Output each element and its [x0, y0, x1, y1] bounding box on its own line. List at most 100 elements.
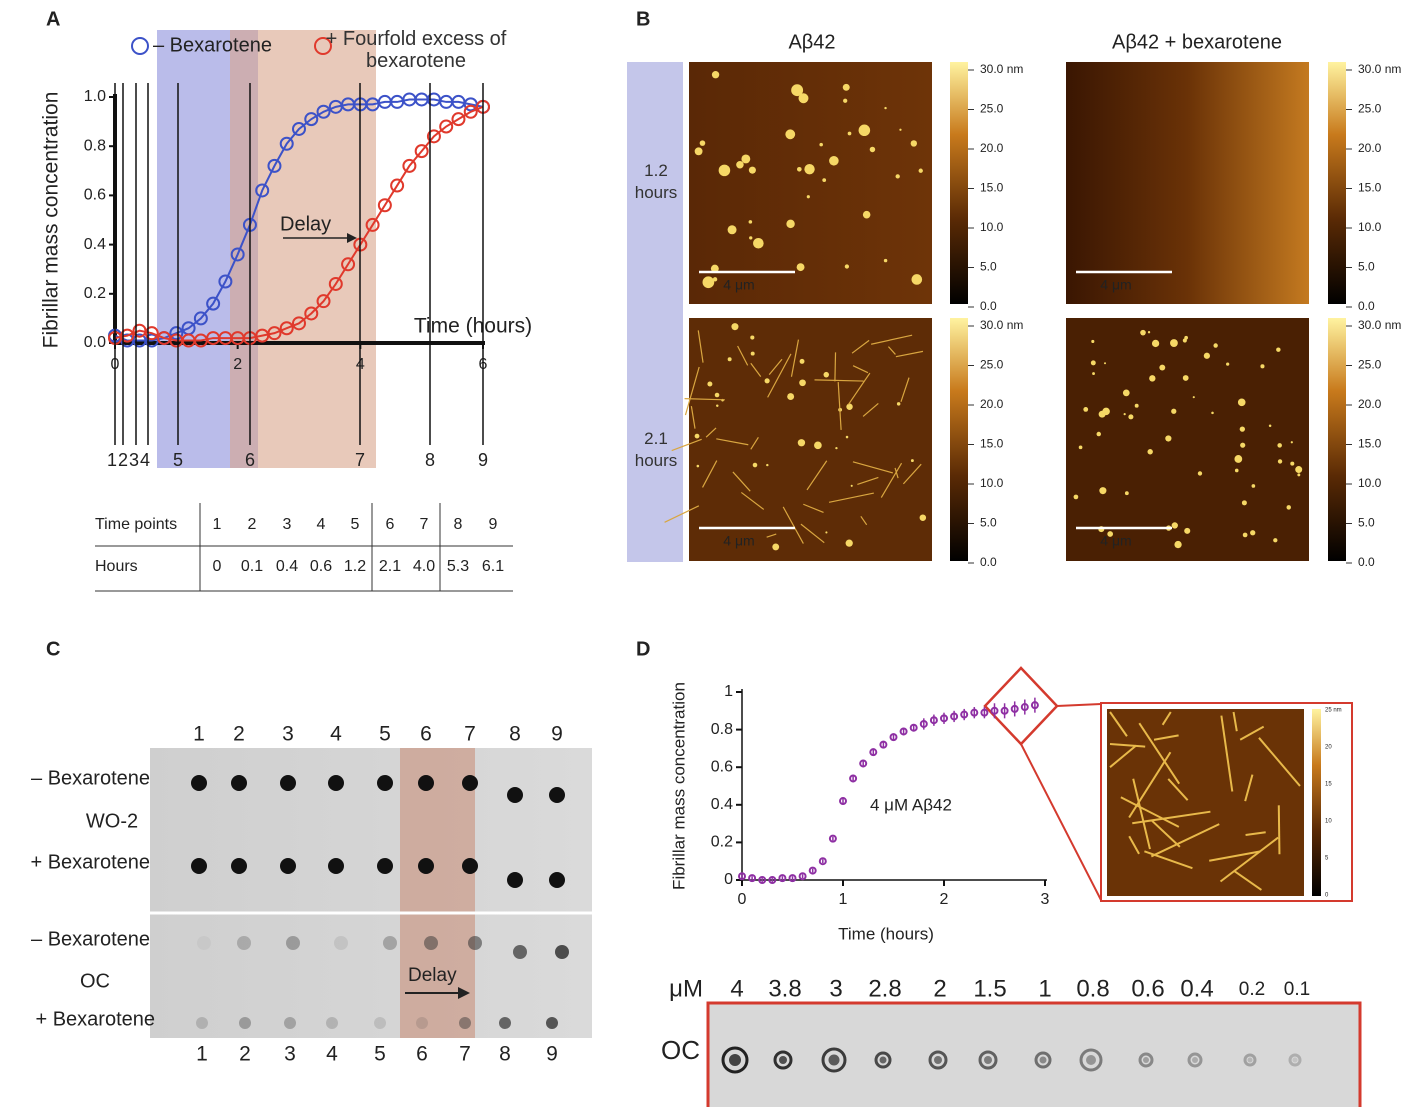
afm-fibril: [887, 346, 896, 355]
afm-feature: [699, 140, 706, 146]
afm-fibril: [1132, 778, 1151, 850]
afm-feature: [1250, 530, 1256, 536]
dot: [1143, 1057, 1149, 1063]
data-point: [316, 294, 331, 309]
lane-label: 1: [193, 723, 205, 746]
table-cell: 0.6: [310, 558, 332, 575]
afm-fibril: [860, 515, 868, 526]
table-header: Time points: [95, 516, 177, 533]
afm-feature: [736, 160, 744, 169]
afm-feature: [694, 433, 700, 439]
afm-feature: [1073, 494, 1079, 500]
data-point: [218, 274, 233, 289]
afm-fibril: [895, 350, 924, 358]
row-label: 2.1 hours: [634, 429, 678, 470]
afm-feature: [1277, 459, 1283, 464]
data-point: [279, 321, 294, 336]
afm-fibril: [790, 339, 800, 377]
time-point-label: 6: [245, 450, 255, 470]
dot: [326, 1017, 338, 1029]
afm-feature: [1140, 329, 1146, 336]
afm-feature: [786, 219, 795, 229]
afm-image: [1066, 62, 1309, 304]
afm-feature: [883, 258, 888, 263]
afm-feature: [799, 379, 806, 387]
colorbar-label: 10.0: [1358, 476, 1382, 490]
dot: [1034, 1051, 1052, 1069]
dot: [978, 1050, 998, 1070]
dot: [1292, 1057, 1298, 1063]
dot: [231, 775, 247, 791]
data-point: [144, 326, 159, 341]
afm-fibril: [702, 460, 718, 488]
dot: [1039, 1056, 1047, 1064]
afm-fibril: [1150, 819, 1181, 848]
row-label: 1.2 hours: [634, 161, 678, 202]
row-label: OC: [80, 970, 110, 992]
dot: [459, 1017, 471, 1029]
table-cell: 1.2: [344, 558, 366, 575]
data-point: [193, 311, 208, 326]
lane-label: 5: [374, 1043, 386, 1066]
data-point: [849, 774, 858, 783]
afm-fibril: [750, 362, 762, 378]
afm-feature: [748, 166, 756, 174]
afm-fibril: [862, 403, 879, 417]
dot: [821, 1047, 847, 1073]
dot: [1086, 1055, 1096, 1065]
afm-feature: [846, 403, 853, 410]
dot: [280, 858, 296, 874]
afm-fibril: [1138, 722, 1181, 785]
x-tick-label: 2: [233, 356, 242, 373]
afm-feature: [711, 71, 720, 79]
data-point: [304, 112, 319, 127]
column-title: Aβ42: [788, 31, 835, 53]
afm-fibril: [837, 382, 842, 430]
afm-feature: [797, 439, 806, 447]
table-cell: 4.0: [413, 558, 435, 575]
data-point: [451, 112, 466, 127]
dot: [1138, 1052, 1154, 1068]
dot: [418, 775, 434, 791]
afm-feature: [1090, 360, 1096, 366]
table-cell: 6.1: [482, 558, 504, 575]
data-point: [377, 198, 392, 213]
concentration-label: 0.1: [1284, 979, 1310, 1000]
data-point: [889, 733, 898, 742]
concentration-label: 2.8: [868, 975, 901, 1002]
colorbar-label: 30.0 nm: [1358, 62, 1401, 76]
dot: [773, 1050, 793, 1070]
data-point: [808, 866, 817, 875]
x-tick-label: 2: [940, 891, 949, 908]
table-cell: 5: [351, 516, 360, 533]
data-point: [768, 876, 777, 884]
afm-feature: [911, 274, 923, 285]
legend-label: + Fourfold excess of bexarotene: [325, 28, 507, 72]
data-point: [828, 834, 837, 843]
colorbar-label: 30.0 nm: [1358, 318, 1401, 332]
x-tick-label: 3: [1041, 891, 1050, 908]
concentration-label: 0.8: [1076, 975, 1109, 1002]
y-tick-label: 0.6: [84, 187, 106, 204]
data-point: [909, 723, 918, 732]
data-point: [255, 183, 270, 198]
dot: [462, 858, 478, 874]
afm-fibril: [1109, 742, 1146, 748]
time-point-label: 3: [129, 450, 139, 470]
row-label: WO-2: [86, 810, 138, 832]
data-point: [328, 276, 343, 291]
scale-label: 4 μm: [723, 533, 754, 549]
afm-image: [689, 318, 932, 561]
annotation: Delay: [408, 965, 457, 986]
afm-feature: [844, 264, 850, 269]
afm-feature: [1171, 408, 1177, 414]
data-point: [778, 874, 787, 883]
afm-image: [1066, 318, 1309, 561]
afm-feature: [1197, 471, 1203, 476]
data-point: [950, 712, 959, 721]
afm-feature: [1297, 473, 1301, 477]
afm-fibril: [1153, 734, 1179, 741]
afm-feature: [884, 106, 887, 110]
afm-feature: [843, 98, 848, 103]
